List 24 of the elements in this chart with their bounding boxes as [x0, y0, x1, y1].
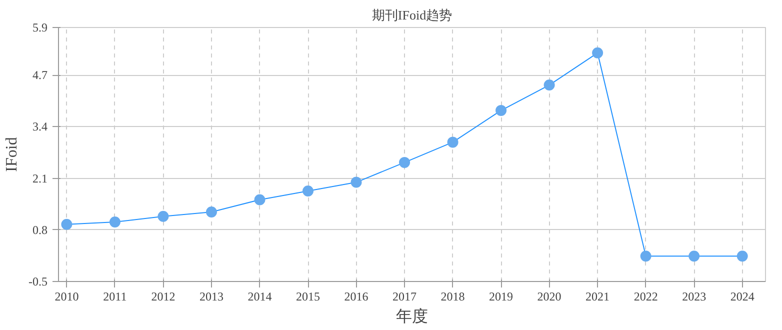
chart-title: 期刊IFoid趋势	[372, 8, 452, 22]
x-tick-label: 2011	[103, 290, 127, 304]
y-tick-label: 5.9	[32, 20, 48, 34]
x-axis-title: 年度	[396, 308, 428, 326]
y-axis-title: IFoid	[4, 137, 21, 172]
x-tick-label: 2016	[344, 290, 368, 304]
x-tick-label: 2013	[199, 290, 224, 304]
y-tick-label: 2.1	[32, 171, 48, 186]
y-tick-label: 4.7	[32, 68, 48, 82]
x-tick-label: 2020	[537, 290, 562, 304]
x-tick-label: 2018	[440, 290, 465, 304]
y-tick-label: 3.4	[32, 120, 48, 134]
y-tick-label: 0.8	[32, 222, 48, 237]
x-tick-label: 2024	[730, 290, 754, 304]
x-tick-label: 2019	[489, 290, 514, 304]
x-tick-label: 2023	[682, 290, 706, 304]
x-tick-label: 2012	[151, 290, 176, 304]
x-tick-label: 2010	[54, 290, 79, 304]
x-tick-label: 2014	[248, 290, 272, 304]
x-tick-label: 2015	[296, 290, 320, 304]
y-tick-label: -0.5	[28, 274, 48, 288]
x-tick-label: 2021	[586, 290, 610, 304]
x-tick-label: 2022	[634, 290, 658, 304]
x-tick-label: 2017	[392, 290, 417, 304]
